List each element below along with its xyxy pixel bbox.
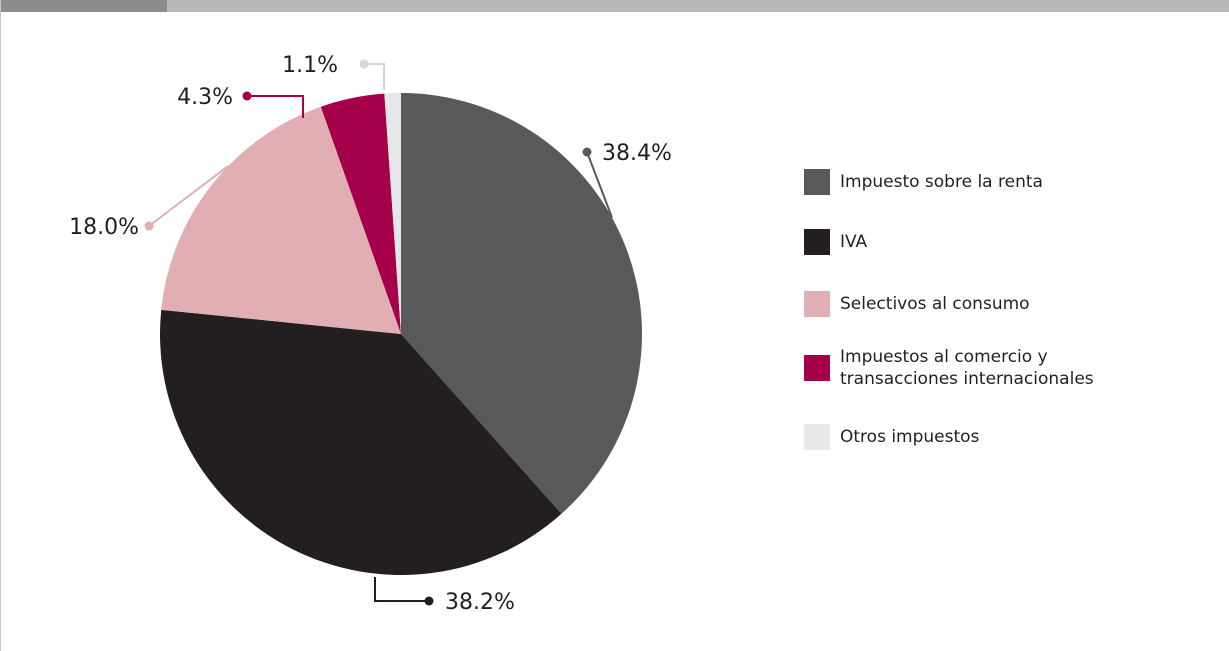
legend-item-impuestos-al-comercio-y-transacciones-internacionales: Impuestos al comercio y transacciones in…: [804, 346, 1094, 390]
header-bar: [1, 0, 1229, 12]
legend-label: Impuestos al comercio y transacciones in…: [840, 347, 1094, 389]
legend-swatch: [804, 169, 830, 195]
pie-slices: [160, 93, 643, 575]
legend-swatch: [804, 291, 830, 317]
leader-dot-otros-impuestos: [359, 59, 369, 69]
legend-label: IVA: [840, 232, 868, 252]
percent-label-iva: 38.2%: [445, 590, 515, 615]
leader-line-iva: [374, 577, 429, 602]
leader-dot-impuesto-sobre-la-renta: [582, 147, 592, 157]
leader-dot-selectivos-al-consumo: [144, 221, 154, 231]
leader-line-selectivos-al-consumo: [148, 165, 229, 227]
leader-lines: [144, 59, 613, 606]
leader-line-otros-impuestos: [364, 63, 385, 90]
pie-slice-selectivos-al-consumo: [161, 106, 401, 334]
leader-dot-impuestos-al-comercio-y-transacciones-internacionales: [242, 91, 252, 101]
percent-labels: 38.4% 38.2% 18.0% 4.3% 1.1%: [69, 53, 672, 615]
percent-label-impuestos-al-comercio-y-transacciones-internacionales: 4.3%: [177, 85, 233, 110]
percent-label-impuesto-sobre-la-renta: 38.4%: [602, 141, 672, 166]
percent-label-selectivos-al-consumo: 18.0%: [69, 215, 139, 240]
leader-line-impuestos-al-comercio-y-transacciones-internacionales: [247, 95, 304, 118]
header-bar-accent: [1, 0, 167, 12]
legend-item-iva: IVA: [804, 229, 867, 255]
leader-line-impuesto-sobre-la-renta: [586, 151, 613, 218]
legend-swatch: [804, 229, 830, 255]
pie-slice-otros-impuestos: [384, 93, 401, 334]
legend-item-selectivos-al-consumo: Selectivos al consumo: [804, 291, 1030, 317]
legend-label: Otros impuestos: [840, 427, 980, 447]
leader-dot-iva: [424, 596, 434, 606]
pie-slice-impuesto-sobre-la-renta: [401, 93, 643, 514]
legend-item-otros-impuestos: Otros impuestos: [804, 424, 979, 450]
pie-slice-iva: [160, 309, 562, 575]
percent-label-otros-impuestos: 1.1%: [282, 53, 338, 78]
legend-item-impuesto-sobre-la-renta: Impuesto sobre la renta: [804, 169, 1043, 195]
legend-swatch: [804, 355, 830, 381]
legend-label: Selectivos al consumo: [840, 294, 1030, 314]
legend-swatch: [804, 424, 830, 450]
pie-slice-impuestos-al-comercio-y-transacciones-internacionales: [320, 93, 401, 335]
legend-label: Impuesto sobre la renta: [840, 172, 1043, 192]
